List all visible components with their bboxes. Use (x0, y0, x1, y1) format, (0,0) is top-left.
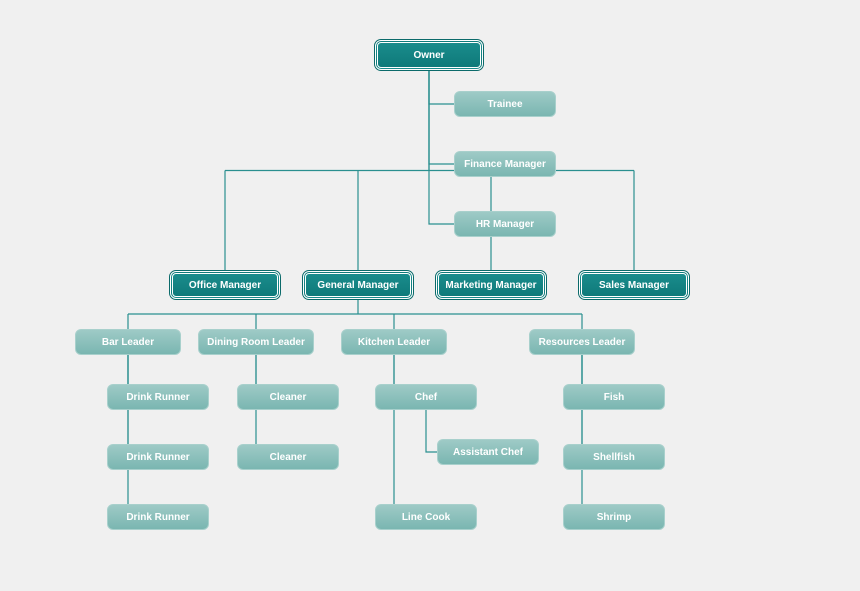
node-label: Sales Manager (599, 280, 669, 291)
node-trainee: Trainee (454, 91, 556, 117)
node-label: Marketing Manager (445, 280, 536, 291)
org-chart-canvas: Owner Trainee Finance Manager HR Manager Off… (0, 0, 860, 591)
node-bar_leader: Bar Leader (75, 329, 181, 355)
node-cleaner_2: Cleaner (237, 444, 339, 470)
node-label: Drink Runner (126, 452, 189, 463)
node-dining_leader: Dining Room Leader (198, 329, 314, 355)
node-label: Bar Leader (102, 337, 154, 348)
node-label: Dining Room Leader (207, 337, 305, 348)
node-label: Fish (604, 392, 625, 403)
node-label: Assistant Chef (453, 447, 523, 458)
node-label: Finance Manager (464, 159, 546, 170)
node-label: Owner (413, 50, 444, 61)
node-hr_manager: HR Manager (454, 211, 556, 237)
node-sales_manager: Sales Manager (579, 271, 689, 299)
node-fish: Fish (563, 384, 665, 410)
node-finance_manager: Finance Manager (454, 151, 556, 177)
node-drink_runner_1: Drink Runner (107, 384, 209, 410)
node-shrimp: Shrimp (563, 504, 665, 530)
node-chef: Chef (375, 384, 477, 410)
node-label: Trainee (487, 99, 522, 110)
node-label: Chef (415, 392, 437, 403)
node-label: Drink Runner (126, 512, 189, 523)
node-shellfish: Shellfish (563, 444, 665, 470)
node-label: Resources Leader (539, 337, 626, 348)
node-marketing_manager: Marketing Manager (436, 271, 546, 299)
node-label: General Manager (317, 280, 398, 291)
node-line_cook: Line Cook (375, 504, 477, 530)
node-label: Shellfish (593, 452, 635, 463)
node-kitchen_leader: Kitchen Leader (341, 329, 447, 355)
connector-layer (0, 0, 860, 591)
node-drink_runner_2: Drink Runner (107, 444, 209, 470)
node-drink_runner_3: Drink Runner (107, 504, 209, 530)
node-label: Drink Runner (126, 392, 189, 403)
node-assistant_chef: Assistant Chef (437, 439, 539, 465)
node-resources_leader: Resources Leader (529, 329, 635, 355)
node-label: Office Manager (189, 280, 261, 291)
node-office_manager: Office Manager (170, 271, 280, 299)
node-label: Line Cook (402, 512, 450, 523)
node-label: HR Manager (476, 219, 534, 230)
node-label: Shrimp (597, 512, 631, 523)
node-label: Kitchen Leader (358, 337, 430, 348)
node-label: Cleaner (270, 452, 307, 463)
node-label: Cleaner (270, 392, 307, 403)
node-general_manager: General Manager (303, 271, 413, 299)
node-cleaner_1: Cleaner (237, 384, 339, 410)
node-owner: Owner (375, 40, 483, 70)
